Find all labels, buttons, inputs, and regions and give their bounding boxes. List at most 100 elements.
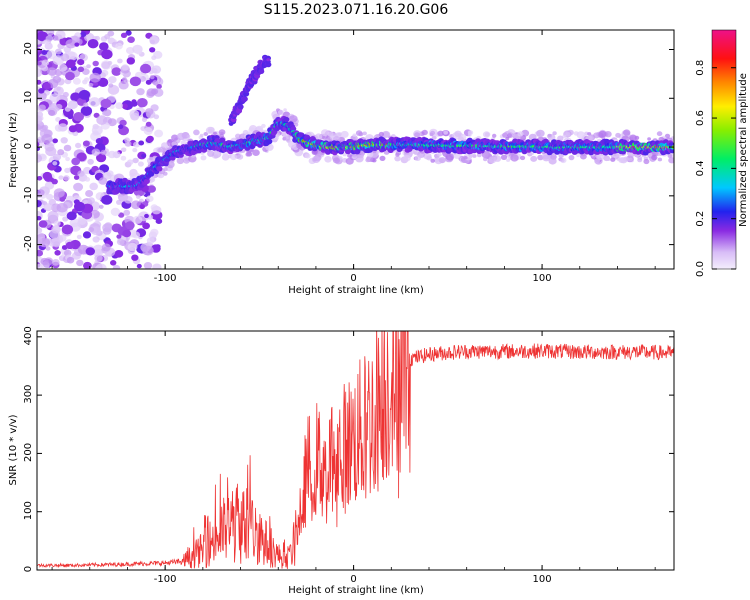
heatmap-cell (72, 77, 81, 85)
heatmap-cell (94, 265, 102, 269)
heatmap-cell (117, 58, 123, 64)
heatmap-cell (606, 157, 611, 161)
heatmap-cell (143, 178, 150, 184)
heatmap-cell (378, 131, 385, 137)
colorbar-tick-label: 0.2 (695, 211, 706, 227)
snr-y-tick-label: 0 (23, 566, 34, 572)
heatmap-cell (537, 154, 544, 161)
heatmap-cell (101, 195, 113, 205)
heatmap-cell (437, 152, 442, 157)
heatmap-cell (576, 153, 580, 158)
heatmap-cell (261, 123, 266, 128)
snr-frame (36, 330, 675, 571)
heatmap-cell (643, 158, 650, 165)
heatmap-cell (101, 49, 113, 60)
heatmap-cell (171, 141, 178, 147)
colorbar-tick-label: 0.8 (695, 60, 706, 76)
heatmap-cell (587, 132, 592, 136)
heatmap-cell (98, 177, 108, 185)
heatmap-cell (89, 72, 101, 83)
heatmap-cell (67, 100, 78, 110)
heatmap-cell (44, 142, 55, 152)
heatmap-cell (345, 149, 351, 155)
heatmap-cell (53, 220, 61, 227)
heatmap-cell (130, 200, 142, 210)
heatmap-cell (507, 133, 512, 138)
heatmap-cell (142, 222, 151, 230)
heatmap-cell (150, 176, 155, 180)
heatmap-cell (145, 121, 152, 127)
heatmap-cell (41, 50, 48, 55)
heatmap-cell (73, 175, 80, 180)
heatmap-cell (221, 154, 230, 161)
heatmap-cell (155, 218, 163, 224)
heatmap-cell (598, 130, 607, 138)
heatmap-cell (46, 50, 57, 60)
heatmap-cell (118, 212, 125, 218)
heatmap-cell (136, 88, 145, 96)
snr-y-axis-label: SNR (10 * v/v) (8, 414, 19, 485)
heatmap-cell (150, 228, 159, 237)
heatmap-cell (77, 217, 87, 225)
heatmap-cell (37, 115, 43, 124)
heatmap-cell (101, 243, 111, 252)
snr-x-tick-label: 100 (533, 574, 552, 585)
heatmap-cell (367, 151, 374, 158)
heatmap-cell (447, 156, 452, 161)
heatmap-cell (69, 218, 80, 228)
heatmap-cell (52, 75, 62, 84)
heatmap-cell (132, 231, 141, 239)
heatmap-cell (193, 129, 200, 136)
heatmap-cell (530, 155, 538, 162)
heatmap-cell (58, 234, 67, 242)
heatmap-cell (37, 142, 40, 147)
heatmap-cell (394, 155, 401, 162)
heatmap-cell (71, 157, 81, 166)
heatmap-cell (667, 153, 673, 158)
heatmap-cell (85, 190, 94, 197)
heatmap-cell (65, 71, 75, 81)
heatmap-cell (126, 47, 135, 55)
heatmap-cell (133, 141, 140, 148)
heatmap-cell (38, 220, 48, 228)
heatmap-cell (241, 96, 248, 102)
heatmap-cell (110, 207, 121, 216)
heatmap-cell (65, 39, 77, 49)
heatmap-cell (132, 157, 139, 164)
heatmap-cell (304, 153, 311, 159)
heatmap-cell (65, 156, 70, 162)
heatmap-cell (141, 153, 147, 158)
heatmap-cell (51, 259, 60, 266)
heatmap-cell (656, 131, 663, 137)
heatmap-cell (92, 236, 100, 243)
heatmap-cell (395, 152, 400, 157)
heatmap-cell (47, 210, 59, 221)
heatmap-cell (289, 115, 298, 123)
heatmap-cell (112, 264, 121, 269)
snr-x-tick-label: 0 (350, 574, 356, 585)
heatmap-cell (245, 152, 251, 157)
colorbar-tick-label: 0.6 (695, 110, 706, 126)
heatmap-cell (180, 140, 186, 145)
heatmap-cell (488, 156, 497, 164)
colorbar-tick-label: 0.0 (695, 261, 706, 277)
heatmap-cell (142, 245, 154, 256)
heatmap-cell (147, 185, 157, 193)
heatmap-cell (277, 109, 284, 115)
heatmap-cell (126, 57, 135, 65)
heatmap-cell (199, 133, 204, 137)
heatmap-cell (618, 157, 626, 164)
heatmap-cell (102, 227, 112, 235)
heatmap-cell (66, 256, 75, 264)
snr-series-line (37, 331, 674, 569)
snr-y-tick-label: 200 (23, 443, 34, 462)
heatmap-cell (122, 229, 132, 238)
heatmap-cell (87, 39, 99, 49)
heatmap-cell (167, 139, 172, 143)
heatmap-cell (604, 131, 612, 138)
heatmap-cell (62, 216, 69, 222)
heatmap-cell (104, 34, 111, 40)
